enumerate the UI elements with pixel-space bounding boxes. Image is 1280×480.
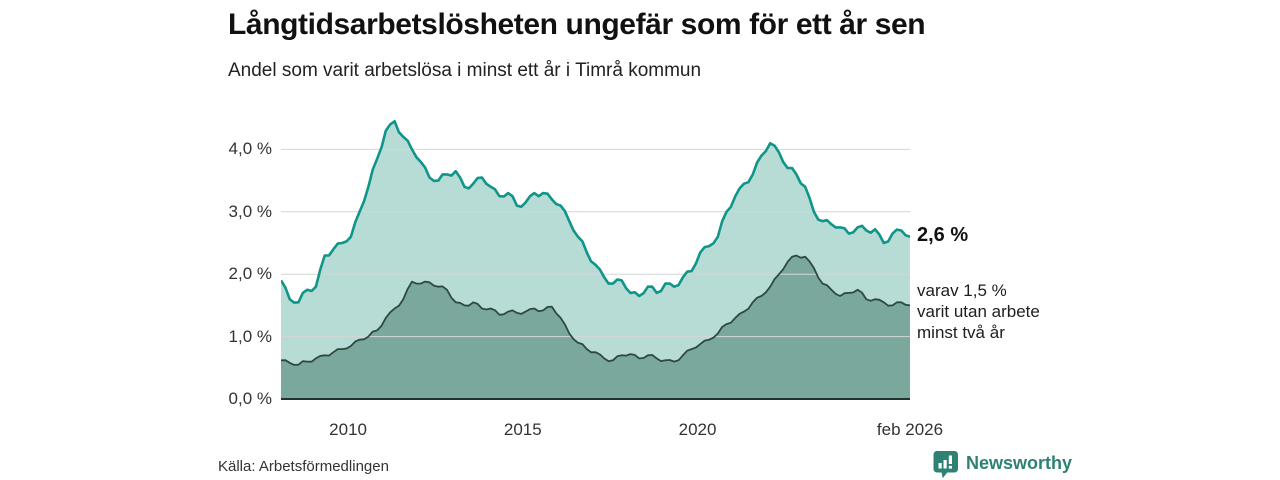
area-chart-plot bbox=[279, 112, 911, 400]
y-tick-label: 3,0 % bbox=[228, 201, 272, 221]
chart-subtitle: Andel som varit arbetslösa i minst ett å… bbox=[228, 60, 702, 81]
latest-value-label: 2,6 % bbox=[917, 224, 969, 246]
subset-annotation-line: minst två år bbox=[917, 323, 1005, 342]
subset-annotation-line: varav 1,5 % bbox=[917, 281, 1007, 300]
x-tick-label: feb 2026 bbox=[876, 420, 944, 439]
chart-title: Långtidsarbetslösheten ungefär som för e… bbox=[228, 8, 926, 41]
series-total-line bbox=[279, 120, 911, 304]
series-subset-line bbox=[280, 254, 911, 366]
subset-annotation: varav 1,5 % varit utan arbete minst två … bbox=[917, 280, 1040, 343]
series-subset-area bbox=[281, 255, 910, 399]
x-tick-label: 2010 bbox=[329, 420, 367, 439]
y-tick-label: 0,0 % bbox=[228, 389, 272, 408]
subset-annotation-line: varit utan arbete bbox=[917, 302, 1040, 321]
y-tick-label: 4,0 % bbox=[228, 139, 272, 159]
y-tick-label: 2,0 % bbox=[228, 264, 272, 284]
y-tick-label: 1,0 % bbox=[228, 326, 272, 346]
newsworthy-brand-name: Newsworthy bbox=[966, 453, 1073, 473]
area-chart-svg bbox=[279, 120, 911, 400]
source-credit: Källa: Arbetsförmedlingen bbox=[218, 458, 389, 475]
newsworthy-brand-link[interactable]: Newsworthy bbox=[933, 450, 1072, 480]
x-tick-label: 2015 bbox=[503, 420, 542, 439]
x-tick-label: 2020 bbox=[678, 420, 717, 439]
newsworthy-logo-icon bbox=[933, 450, 959, 480]
